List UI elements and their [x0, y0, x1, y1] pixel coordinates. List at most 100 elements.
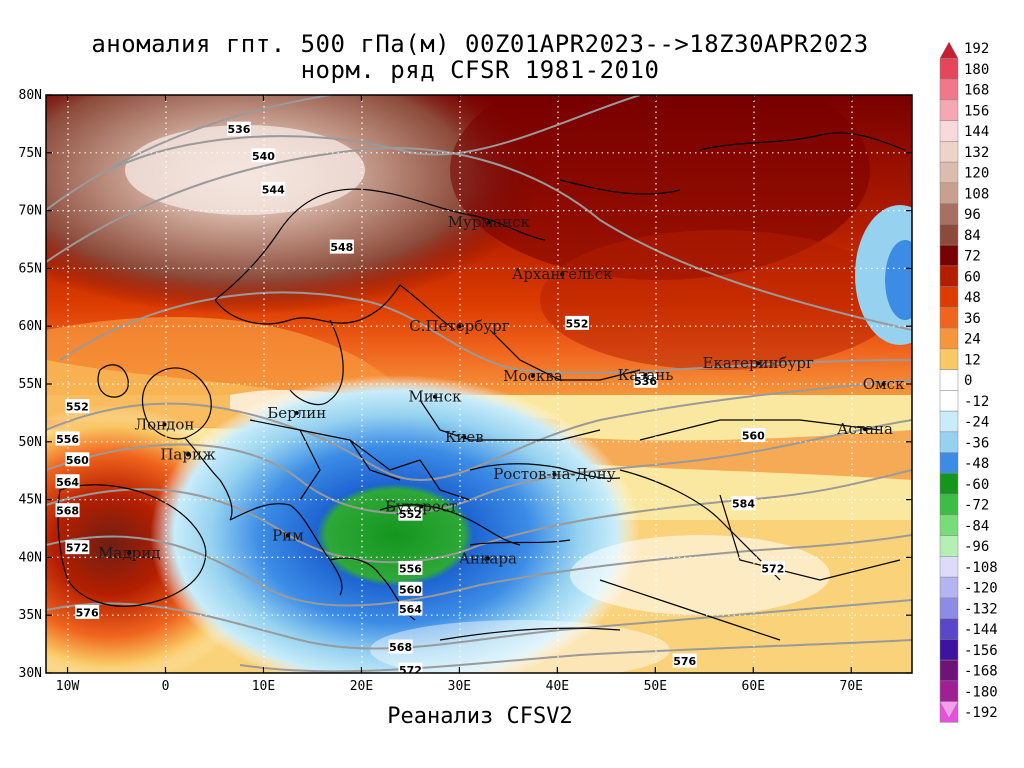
city-name: Мурманск — [448, 213, 531, 231]
colorbar-label: -144 — [964, 622, 998, 638]
colorbar-label: 180 — [964, 62, 989, 78]
footer-caption: Реанализ CFSV2 — [387, 704, 573, 729]
contour-label-box — [75, 604, 100, 619]
contour-label: 556 — [398, 560, 423, 575]
contour-label-value: 552 — [399, 508, 422, 521]
colorbar-cap-top — [939, 41, 959, 59]
contour-label: 564 — [55, 474, 80, 489]
lat-tick-label: 40N — [19, 550, 42, 565]
contour-label-value: 548 — [330, 241, 353, 254]
lon-tick-label: 0 — [162, 679, 170, 694]
lat-tick-label: 55N — [19, 377, 42, 392]
contour-label-value: 572 — [761, 562, 784, 575]
contour-label-value: 552 — [66, 401, 89, 414]
contour-label-box — [261, 181, 286, 196]
colorbar-swatch — [939, 452, 959, 474]
city-marker — [294, 410, 299, 415]
colorbar-swatch — [939, 224, 959, 246]
contour-label-value: 560 — [742, 430, 765, 443]
colorbar-swatch — [939, 307, 959, 329]
colorbar-swatch — [939, 493, 959, 516]
contour-label-box — [65, 399, 90, 414]
colorbar-label: -168 — [964, 664, 998, 680]
lat-tick-label: 35N — [19, 608, 42, 623]
colorbar-label: -180 — [964, 684, 998, 700]
contour-label-box — [388, 639, 413, 654]
longitude-axis: 10W 0 10E 20E 30E 40E 50E 60E 70E — [56, 95, 863, 694]
city-name: Москва — [503, 367, 563, 385]
colorbar-label: -132 — [964, 601, 998, 617]
colorbar-swatch — [939, 680, 959, 702]
contour-label-value: 560 — [399, 583, 422, 596]
colorbar-label: -60 — [964, 477, 989, 493]
colorbar-swatch — [939, 58, 959, 80]
city-marker — [457, 324, 462, 329]
colorbar-swatch — [939, 120, 959, 142]
colorbar-label: 108 — [964, 186, 989, 202]
contour-label: 536 — [226, 121, 251, 136]
colorbar-swatch — [939, 265, 959, 287]
chart-subtitle: норм. ряд CFSR 1981-2010 — [300, 56, 660, 84]
lon-tick-label: 20E — [350, 679, 373, 694]
colorbar-label: 132 — [964, 145, 989, 161]
contour-label: 568 — [55, 503, 80, 518]
lat-tick-label: 30N — [19, 666, 42, 681]
colorbar-label: -156 — [964, 643, 998, 659]
city-marker — [485, 556, 490, 561]
colorbar-label: 84 — [964, 228, 981, 244]
colorbar-swatch — [939, 410, 959, 433]
city-marker — [462, 435, 467, 440]
colorbar-label: -120 — [964, 581, 998, 597]
contour-label: 552 — [564, 315, 589, 330]
colorbar-swatch — [939, 514, 959, 536]
contour-label: 536 — [633, 373, 658, 388]
city-name: Минск — [408, 388, 462, 406]
contour-label-value: 564 — [56, 476, 79, 489]
contour-label-value: 572 — [66, 542, 89, 555]
contour-label-box — [398, 581, 423, 596]
contour-label-box — [564, 315, 589, 330]
contour-label: 560 — [65, 452, 90, 467]
colorbar-label: 144 — [964, 124, 989, 140]
contour-label-box — [633, 373, 658, 388]
contour-label-box — [65, 540, 90, 555]
contour-label-box — [226, 121, 251, 136]
colorbar-label: -24 — [964, 415, 989, 431]
colorbar-label: -84 — [964, 518, 989, 534]
colorbar-label: 72 — [964, 249, 981, 265]
contour-label-value: 552 — [565, 317, 588, 330]
city-marker — [862, 427, 867, 432]
city-marker — [432, 394, 437, 399]
colorbar-label: -72 — [964, 498, 989, 514]
colorbar-swatch — [939, 182, 959, 204]
city-name: Анкара — [459, 550, 517, 568]
lon-tick-label: 10E — [252, 679, 275, 694]
city-name: Рим — [272, 526, 304, 544]
contour-label: 576 — [672, 653, 697, 668]
contour-label-value: 584 — [732, 498, 755, 511]
contour-label-box — [329, 239, 354, 254]
contour-label-value: 556 — [399, 562, 422, 575]
colorbar-label: 192 — [964, 41, 989, 57]
city-marker — [486, 220, 491, 225]
contour-label-value: 536 — [228, 123, 251, 136]
colorbar-swatch — [939, 576, 959, 599]
city-name: Омск — [863, 375, 905, 393]
city-marker — [419, 504, 424, 509]
contour-label-box — [65, 452, 90, 467]
colorbar-label: 168 — [964, 83, 989, 99]
contour-label-box — [398, 662, 423, 673]
contour-label: 556 — [55, 431, 80, 446]
contour-label-value: 536 — [634, 375, 657, 388]
city-name: С.Петербург — [409, 317, 509, 335]
city-labels: Мурманск Архангельск С.Петербург Москва Каза… — [98, 213, 905, 567]
contour-label-value: 576 — [76, 606, 99, 619]
colorbar-label: 12 — [964, 352, 981, 368]
colorbar-swatch — [939, 597, 959, 619]
city-marker — [643, 372, 648, 377]
colorbar-label: 120 — [964, 166, 989, 182]
colorbar-swatch — [939, 639, 959, 661]
chart-title: аномалия гпт. 500 гПа(м) 00Z01APR2023-->… — [91, 30, 869, 58]
city-marker — [530, 373, 535, 378]
